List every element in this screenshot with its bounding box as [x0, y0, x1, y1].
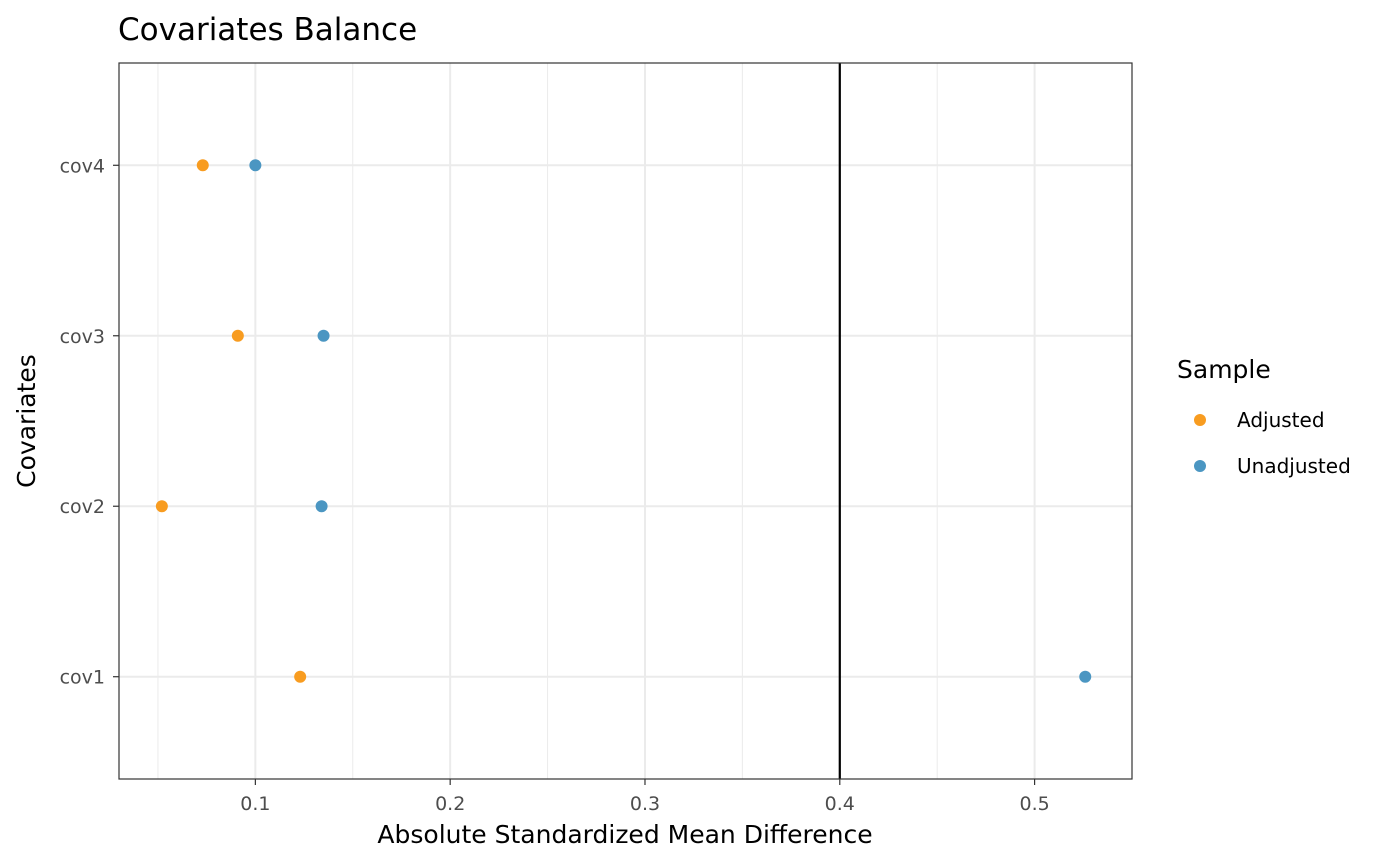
point-unadjusted-cov4	[249, 159, 262, 172]
y-tick-label: cov1	[60, 667, 105, 689]
legend-label-unadjusted: Unadjusted	[1237, 454, 1351, 478]
chart-title: Covariates Balance	[118, 12, 417, 48]
x-tick-label: 0.1	[240, 793, 270, 815]
grid-layer	[119, 63, 1132, 779]
y-tick-label: cov3	[60, 326, 105, 348]
point-adjusted-cov1	[294, 670, 307, 683]
x-tick-label: 0.5	[1019, 793, 1049, 815]
legend: Sample Adjusted Unadjusted	[1177, 355, 1351, 478]
point-adjusted-cov3	[231, 329, 244, 342]
legend-key-adjusted	[1194, 414, 1206, 426]
point-adjusted-cov4	[196, 159, 209, 172]
y-axis-title: Covariates	[12, 354, 41, 488]
legend-key-unadjusted	[1194, 460, 1206, 472]
x-tick-label: 0.3	[630, 793, 660, 815]
y-axis: cov1 cov2 cov3 cov4	[60, 155, 119, 689]
legend-title: Sample	[1177, 355, 1271, 384]
y-tick-label: cov4	[60, 155, 105, 177]
point-unadjusted-cov2	[315, 500, 328, 513]
point-adjusted-cov2	[155, 500, 168, 513]
plot-panel-border	[118, 62, 1133, 780]
y-tick-label: cov2	[60, 496, 105, 518]
points-layer	[155, 159, 1092, 683]
point-unadjusted-cov1	[1079, 670, 1092, 683]
legend-label-adjusted: Adjusted	[1237, 408, 1325, 432]
x-axis-title: Absolute Standardized Mean Difference	[377, 820, 872, 849]
x-tick-label: 0.4	[825, 793, 855, 815]
x-tick-label: 0.2	[435, 793, 465, 815]
point-unadjusted-cov3	[317, 329, 330, 342]
x-axis: 0.1 0.2 0.3 0.4 0.5	[240, 779, 1050, 815]
